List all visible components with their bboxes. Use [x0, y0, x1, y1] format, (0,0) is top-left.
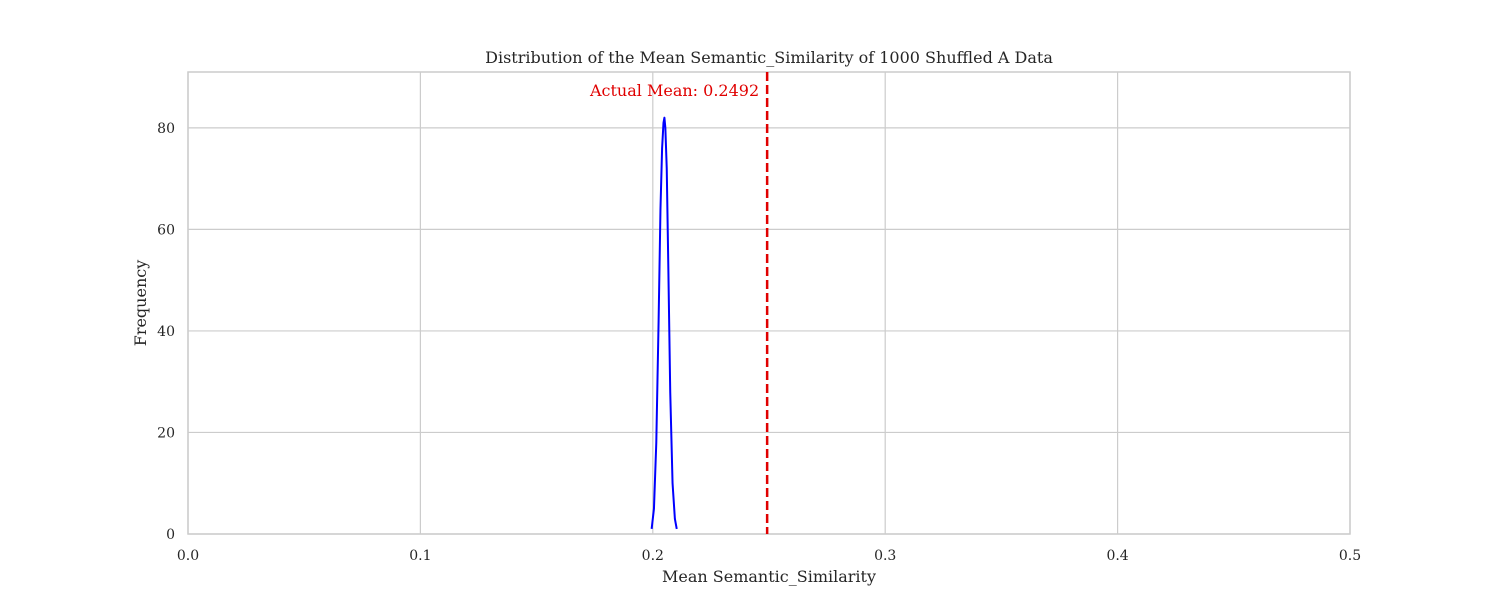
plot-area	[188, 72, 1350, 534]
y-tick-label: 40	[157, 324, 175, 340]
y-tick-label: 0	[166, 527, 175, 543]
plot-frame	[187, 71, 1351, 535]
y-tick-labels: 0 20 40 60 80	[157, 121, 175, 543]
x-tick-label: 0.3	[874, 548, 896, 564]
y-tick-label: 80	[157, 121, 175, 137]
x-tick-label: 0.5	[1339, 548, 1361, 564]
x-axis-label: Mean Semantic_Similarity	[662, 567, 876, 586]
y-tick-label: 60	[157, 222, 175, 238]
y-tick-label: 20	[157, 425, 175, 441]
kde-line	[650, 116, 678, 530]
y-axis-label: Frequency	[131, 260, 150, 347]
x-tick-label: 0.2	[642, 548, 664, 564]
chart-title: Distribution of the Mean Semantic_Simila…	[485, 48, 1053, 67]
x-tick-label: 0.1	[409, 548, 431, 564]
x-tick-label: 0.4	[1106, 548, 1128, 564]
x-tick-labels: 0.0 0.1 0.2 0.3 0.4 0.5	[177, 548, 1361, 564]
actual-mean-annotation: Actual Mean: 0.2492	[589, 81, 759, 100]
x-tick-label: 0.0	[177, 548, 199, 564]
series-layer	[650, 116, 678, 530]
